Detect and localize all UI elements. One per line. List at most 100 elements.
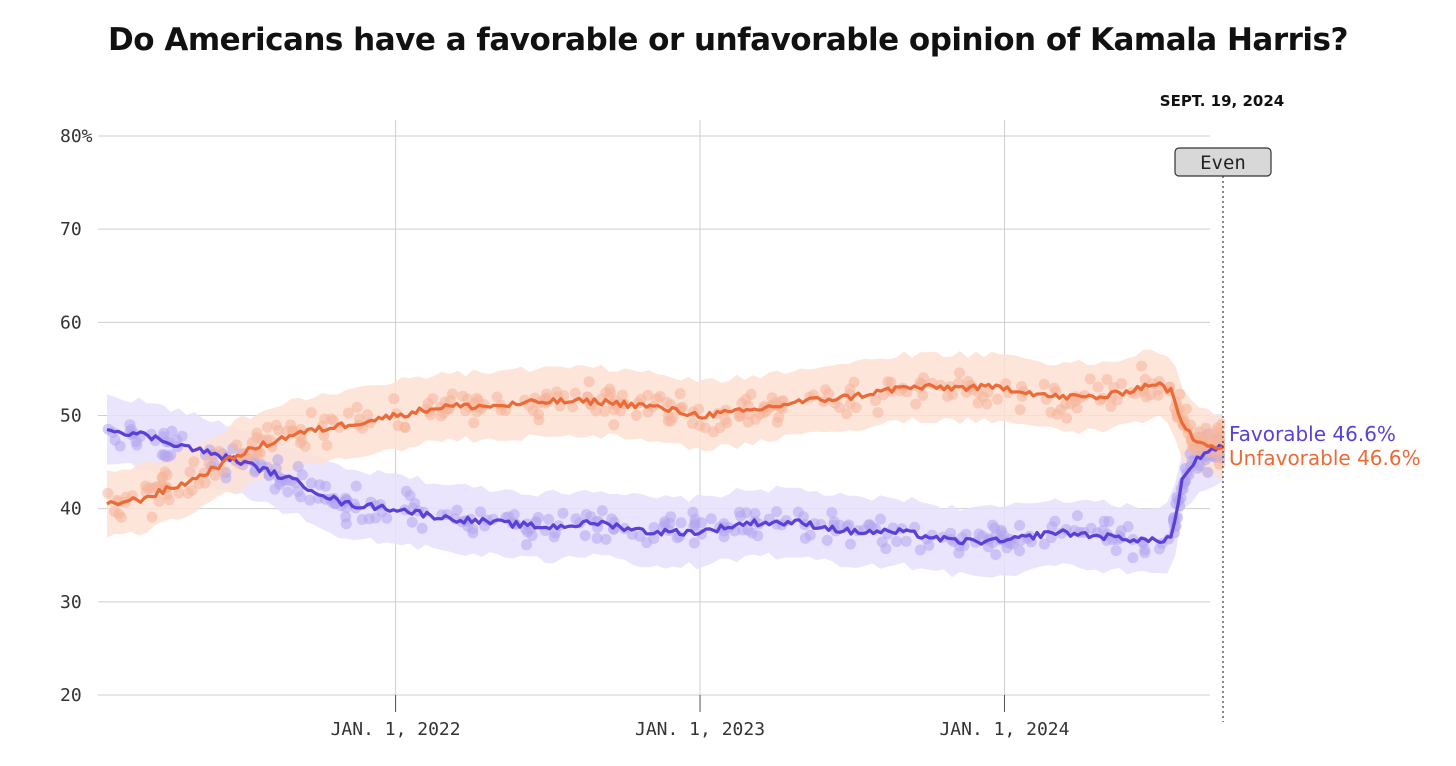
poll-dot-favorable	[296, 469, 308, 481]
poll-dot-unfavorable	[910, 398, 922, 410]
poll-dot-favorable	[543, 513, 555, 525]
poll-dot-unfavorable	[1092, 381, 1104, 393]
poll-dot-unfavorable	[917, 389, 929, 401]
poll-dot-favorable	[1139, 547, 1151, 559]
poll-dot-favorable	[406, 516, 418, 528]
poll-dot-favorable	[771, 506, 783, 518]
poll-dot-favorable	[1014, 519, 1026, 531]
poll-dot-favorable	[130, 436, 142, 447]
poll-dot-favorable	[570, 513, 582, 525]
poll-dot-favorable	[124, 419, 136, 431]
poll-dot-unfavorable	[1070, 395, 1081, 407]
poll-dot-favorable	[600, 533, 612, 545]
x-tick-label: JAN. 1, 2023	[635, 719, 765, 740]
poll-dot-unfavorable	[734, 410, 746, 422]
poll-dot-unfavorable	[992, 393, 1003, 405]
poll-dot-unfavorable	[1212, 422, 1224, 434]
poll-dot-favorable	[864, 519, 876, 531]
poll-dot-unfavorable	[193, 478, 205, 490]
poll-dot-favorable	[585, 511, 597, 523]
poll-dot-favorable	[282, 486, 294, 498]
poll-dot-unfavorable	[635, 393, 647, 405]
poll-dot-unfavorable	[173, 487, 185, 499]
poll-dot-unfavorable	[342, 407, 354, 419]
poll-dot-unfavorable	[399, 421, 411, 433]
poll-dot-unfavorable	[872, 407, 884, 418]
poll-dot-favorable	[350, 480, 362, 492]
poll-dot-unfavorable	[144, 482, 156, 494]
poll-dot-favorable	[960, 528, 972, 540]
poll-dot-favorable	[304, 494, 316, 506]
poll-dot-unfavorable	[1136, 360, 1147, 372]
poll-dot-unfavorable	[318, 430, 330, 441]
poll-dot-favorable	[880, 543, 892, 555]
poll-dot-favorable	[792, 506, 804, 518]
poll-dot-favorable	[995, 524, 1007, 536]
poll-dot-unfavorable	[954, 367, 965, 379]
poll-dot-unfavorable	[844, 398, 856, 410]
poll-dot-unfavorable	[246, 437, 258, 449]
poll-dot-unfavorable	[616, 389, 628, 401]
poll-dot-unfavorable	[567, 401, 579, 413]
poll-dot-favorable	[409, 498, 421, 509]
poll-dot-favorable	[356, 514, 368, 525]
poll-dot-unfavorable	[153, 495, 165, 507]
poll-dot-favorable	[340, 518, 352, 530]
poll-dot-favorable	[292, 461, 304, 472]
poll-dot-favorable	[675, 517, 687, 529]
poll-dot-unfavorable	[1084, 373, 1096, 385]
poll-dot-favorable	[990, 549, 1002, 561]
poll-dot-favorable	[416, 522, 428, 534]
poll-dot-favorable	[987, 519, 998, 531]
poll-dot-favorable	[1110, 545, 1122, 556]
poll-dot-favorable	[973, 528, 985, 540]
poll-dot-unfavorable	[714, 422, 726, 433]
poll-dot-unfavorable	[261, 421, 273, 433]
poll-dot-favorable	[953, 547, 965, 559]
poll-dot-unfavorable	[687, 417, 698, 429]
poll-dot-unfavorable	[491, 391, 503, 403]
poll-dot-favorable	[826, 507, 838, 519]
poll-dot-favorable	[688, 537, 700, 549]
poll-dot-favorable	[591, 532, 603, 544]
poll-dot-favorable	[156, 449, 168, 461]
x-tick-label: JAN. 1, 2024	[939, 719, 1069, 740]
poll-dot-favorable	[1154, 543, 1165, 555]
poll-dot-unfavorable	[321, 439, 333, 451]
poll-dot-unfavorable	[533, 414, 545, 426]
poll-dot-unfavorable	[1214, 458, 1225, 470]
poll-dot-favorable	[475, 506, 486, 518]
poll-dot-favorable	[1049, 515, 1061, 527]
poll-dots	[102, 360, 1225, 564]
poll-dot-favorable	[451, 504, 463, 516]
poll-dot-favorable	[821, 534, 833, 546]
poll-dot-unfavorable	[251, 427, 263, 439]
poll-dot-unfavorable	[885, 376, 897, 388]
poll-dot-unfavorable	[744, 408, 756, 420]
poll-dot-favorable	[749, 508, 761, 519]
line-favorable	[106, 427, 1224, 546]
poll-dot-favorable	[176, 430, 188, 442]
y-tick-label: 50	[60, 406, 82, 427]
poll-dot-favorable	[292, 485, 304, 497]
poll-dot-favorable	[875, 513, 886, 525]
poll-dot-unfavorable	[1144, 389, 1156, 401]
poll-dot-unfavorable	[745, 388, 757, 400]
poll-dot-favorable	[737, 524, 749, 536]
status-badge-text: Even	[1200, 152, 1246, 174]
poll-dot-unfavorable	[773, 411, 785, 423]
poll-dot-unfavorable	[1038, 378, 1050, 390]
poll-dot-favorable	[799, 532, 811, 544]
poll-dot-unfavorable	[327, 415, 339, 427]
y-tick-label: 30	[60, 592, 82, 613]
poll-dot-unfavorable	[982, 386, 994, 398]
chart-title: Do Americans have a favorable or unfavor…	[108, 22, 1348, 58]
poll-dot-unfavorable	[870, 395, 881, 407]
poll-dot-favorable	[1001, 542, 1013, 554]
poll-dot-favorable	[400, 485, 412, 497]
poll-dot-favorable	[109, 434, 121, 446]
trend-lines	[106, 381, 1224, 546]
poll-dot-unfavorable	[188, 456, 200, 468]
poll-dot-favorable	[579, 530, 591, 542]
